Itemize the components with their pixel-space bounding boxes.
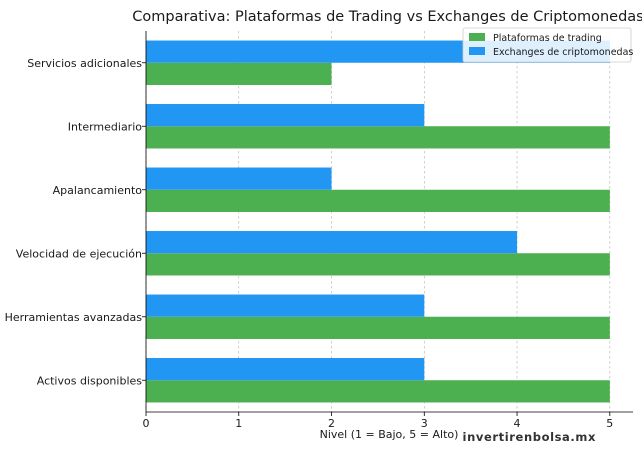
bar-plataformas: [146, 62, 332, 85]
bar-plataformas: [146, 253, 610, 276]
y-tick-label: Herramientas avanzadas: [5, 311, 143, 324]
legend-label-exchanges: Exchanges de criptomonedas: [493, 47, 633, 58]
legend: Plataformas de trading Exchanges de crip…: [462, 27, 633, 63]
x-tick-label: 1: [235, 417, 242, 430]
legend-frame: [462, 27, 632, 63]
bar-exchanges: [146, 294, 425, 317]
legend-swatch-exchanges: [469, 47, 485, 55]
bar-plataformas: [146, 189, 610, 212]
y-tick-label: Apalancamiento: [53, 184, 143, 197]
chart-title: Comparativa: Plataformas de Trading vs E…: [132, 9, 642, 25]
watermark: invertirenbolsa.mx: [462, 430, 596, 444]
legend-swatch-plataformas: [469, 33, 485, 41]
y-tick-label: Velocidad de ejecución: [16, 247, 142, 260]
bar-exchanges: [146, 104, 425, 127]
bar-exchanges: [146, 231, 518, 254]
bar-exchanges: [146, 167, 332, 190]
x-tick-label: 3: [421, 417, 428, 430]
bar-plataformas: [146, 380, 610, 403]
y-tick-label: Servicios adicionales: [27, 57, 142, 70]
x-axis-label: Nivel (1 = Bajo, 5 = Alto): [320, 428, 459, 441]
x-tick-label: 0: [143, 417, 150, 430]
y-tick-label: Intermediario: [68, 120, 142, 133]
bar-exchanges: [146, 358, 425, 381]
x-tick-label: 5: [606, 417, 613, 430]
x-tick-label: 2: [328, 417, 335, 430]
x-tick-label: 4: [514, 417, 521, 430]
bar-plataformas: [146, 126, 610, 149]
bar-plataformas: [146, 316, 610, 339]
legend-label-plataformas: Plataformas de trading: [493, 33, 602, 44]
y-tick-label: Activos disponibles: [37, 374, 143, 387]
